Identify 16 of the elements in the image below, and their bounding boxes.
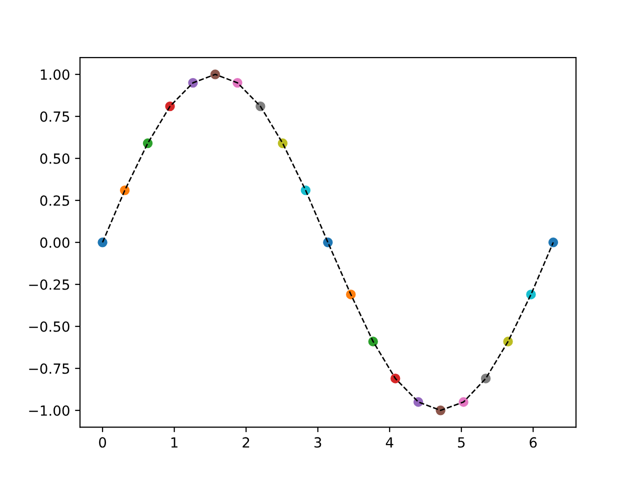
x-tick-label: 5: [458, 437, 465, 448]
x-tick-label: 6: [530, 437, 537, 448]
y-tick-label: 0.50: [40, 153, 70, 164]
x-tick-label: 0: [99, 437, 106, 448]
x-tick-label: 4: [386, 437, 394, 448]
x-tick-label: 1: [171, 437, 178, 448]
y-tick-label: −0.50: [29, 321, 70, 332]
y-tick-label: 0.00: [40, 237, 70, 248]
x-tick-label: 3: [314, 437, 322, 448]
y-tick-label: −0.75: [29, 363, 70, 374]
x-tick-label: 2: [242, 437, 250, 448]
y-tick-label: 1.00: [40, 69, 70, 80]
y-tick-label: 0.75: [40, 111, 70, 122]
y-tick-label: −1.00: [29, 405, 70, 416]
y-tick-label: 0.25: [40, 195, 70, 206]
y-tick-label: −0.25: [29, 279, 70, 290]
